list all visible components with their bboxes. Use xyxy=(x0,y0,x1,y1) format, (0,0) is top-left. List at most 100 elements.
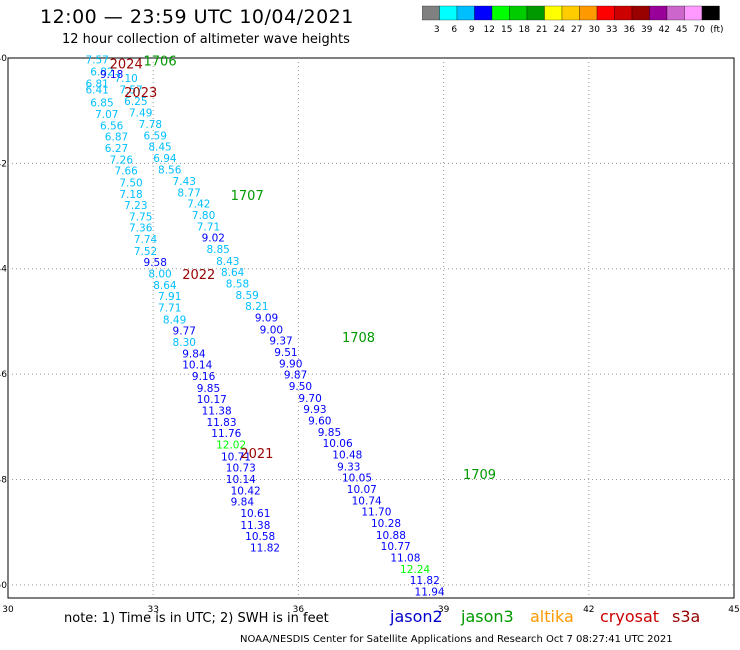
swh-value: 10.14 xyxy=(182,360,212,372)
satellite-altika: altika xyxy=(530,607,574,626)
swh-value: 6.81 xyxy=(85,78,108,90)
swh-value: 7.26 xyxy=(110,155,134,167)
swh-value: 9.85 xyxy=(197,383,220,395)
swh-value: 7.49 xyxy=(129,107,152,119)
chart-title: 12:00 — 23:59 UTC 10/04/2021 xyxy=(40,6,354,28)
swh-value: 7.57 xyxy=(119,85,142,97)
swh-value: 10.61 xyxy=(240,508,270,520)
colorbar-legend: 3 6 9 12 15 18 21 24 27 30 33 36 39 42 45 70 (ft) xyxy=(421,5,732,39)
colorbar-label: 3 xyxy=(434,25,440,35)
colorbar-label: 30 xyxy=(589,25,601,35)
swh-value: 7.78 xyxy=(139,119,162,131)
swh-value: 7.71 xyxy=(197,222,220,234)
swh-value: 9.60 xyxy=(308,415,331,427)
pass-label: 2023 xyxy=(124,86,157,101)
swh-value: 7.66 xyxy=(114,166,138,178)
swh-value: 11.70 xyxy=(361,507,391,519)
swh-value: 9.93 xyxy=(303,404,326,416)
swh-value: 11.38 xyxy=(240,520,270,532)
swh-value: 9.90 xyxy=(279,359,302,371)
swh-value: 9.84 xyxy=(231,497,255,509)
swh-value: 8.85 xyxy=(206,244,229,256)
pass-label: 2022 xyxy=(182,268,215,283)
swh-value: 7.71 xyxy=(158,303,181,315)
pass-label: 1707 xyxy=(231,189,264,204)
swh-value: 8.00 xyxy=(148,268,171,280)
swh-value: 6.87 xyxy=(105,131,128,143)
swh-value: 9.02 xyxy=(202,233,225,245)
y-tick-label: -46 xyxy=(0,370,7,380)
swh-value: 7.10 xyxy=(114,73,137,85)
colorbar-label: 24 xyxy=(554,25,566,35)
swh-value: 11.94 xyxy=(415,587,445,599)
swh-value: 9.58 xyxy=(144,257,167,269)
colorbar-label: 39 xyxy=(641,25,653,35)
x-tick-label: 42 xyxy=(583,605,594,615)
pass-label: 1708 xyxy=(342,331,375,346)
swh-value: 6.25 xyxy=(124,96,147,108)
swh-value: 10.71 xyxy=(221,451,251,463)
y-tick-label: -44 xyxy=(0,265,7,275)
colorbar-label: 15 xyxy=(501,25,512,35)
swh-value: 9.70 xyxy=(298,393,321,405)
swh-value: 11.08 xyxy=(390,552,420,564)
swh-value: 9.85 xyxy=(318,427,341,439)
y-tick-label: -42 xyxy=(0,159,7,169)
swh-value: 7.52 xyxy=(134,246,157,258)
swh-value: 8.30 xyxy=(173,337,196,349)
swh-value: 12.02 xyxy=(216,440,246,452)
x-tick-label: 45 xyxy=(728,605,739,615)
swh-value: 9.00 xyxy=(260,324,283,336)
satellite-cryosat: cryosat xyxy=(600,607,660,626)
plot-frame xyxy=(7,57,735,599)
swh-value: 6.82 xyxy=(90,67,113,79)
swh-value: 8.58 xyxy=(226,278,249,290)
swh-value: 8.64 xyxy=(221,267,245,279)
swh-value: 9.09 xyxy=(255,313,278,325)
swh-value: 7.23 xyxy=(124,200,147,212)
swh-value: 9.84 xyxy=(182,349,206,361)
credit-line: NOAA/NESDIS Center for Satellite Applica… xyxy=(240,634,673,645)
swh-value: 8.64 xyxy=(153,280,177,292)
colorbar-swatch xyxy=(701,5,720,21)
colorbar-label: 70 xyxy=(694,25,706,35)
satellite-jason3: jason3 xyxy=(461,607,514,626)
swh-value: 10.88 xyxy=(376,530,406,542)
swh-value: 7.50 xyxy=(119,177,142,189)
swh-value: 9.87 xyxy=(284,370,307,382)
satellite-s3a: s3a xyxy=(672,607,701,626)
swh-value: 8.49 xyxy=(163,314,186,326)
x-tick-label: 30 xyxy=(2,605,14,615)
swh-value: 10.74 xyxy=(352,496,382,508)
satellite-jason2: jason2 xyxy=(390,607,443,626)
y-tick-label: -50 xyxy=(0,581,7,591)
swh-value: 7.57 xyxy=(85,55,108,67)
swh-value: 8.59 xyxy=(235,290,258,302)
swh-value: 9.18 xyxy=(100,69,123,81)
swh-value: 10.77 xyxy=(381,541,411,553)
swh-value: 9.51 xyxy=(274,347,297,359)
colorbar-label: 6 xyxy=(451,25,457,35)
swh-value: 10.05 xyxy=(342,472,372,484)
colorbar-label: 36 xyxy=(624,25,636,35)
swh-value: 11.82 xyxy=(410,575,440,587)
swh-value: 8.21 xyxy=(245,301,268,313)
colorbar-label: 42 xyxy=(659,25,670,35)
y-tick-label: -40 xyxy=(0,54,7,64)
colorbar-label: 9 xyxy=(469,25,475,35)
swh-value: 10.06 xyxy=(323,438,353,450)
swh-value: 7.07 xyxy=(95,109,118,121)
swh-value: 8.45 xyxy=(148,142,171,154)
swh-value: 11.38 xyxy=(202,405,232,417)
footer-note: note: 1) Time is in UTC; 2) SWH is in fe… xyxy=(64,611,329,626)
swh-value: 10.48 xyxy=(332,450,362,462)
swh-value: 9.77 xyxy=(173,325,196,337)
swh-value: 7.43 xyxy=(173,176,196,188)
swh-value: 10.07 xyxy=(347,484,377,496)
colorbar-svg: 3 6 9 12 15 18 21 24 27 30 33 36 39 42 45 70 (ft) xyxy=(421,5,724,35)
swh-value: 7.74 xyxy=(134,234,158,246)
swh-value: 7.91 xyxy=(158,291,181,303)
swh-value: 6.94 xyxy=(153,153,177,165)
swh-value: 9.33 xyxy=(337,461,360,473)
